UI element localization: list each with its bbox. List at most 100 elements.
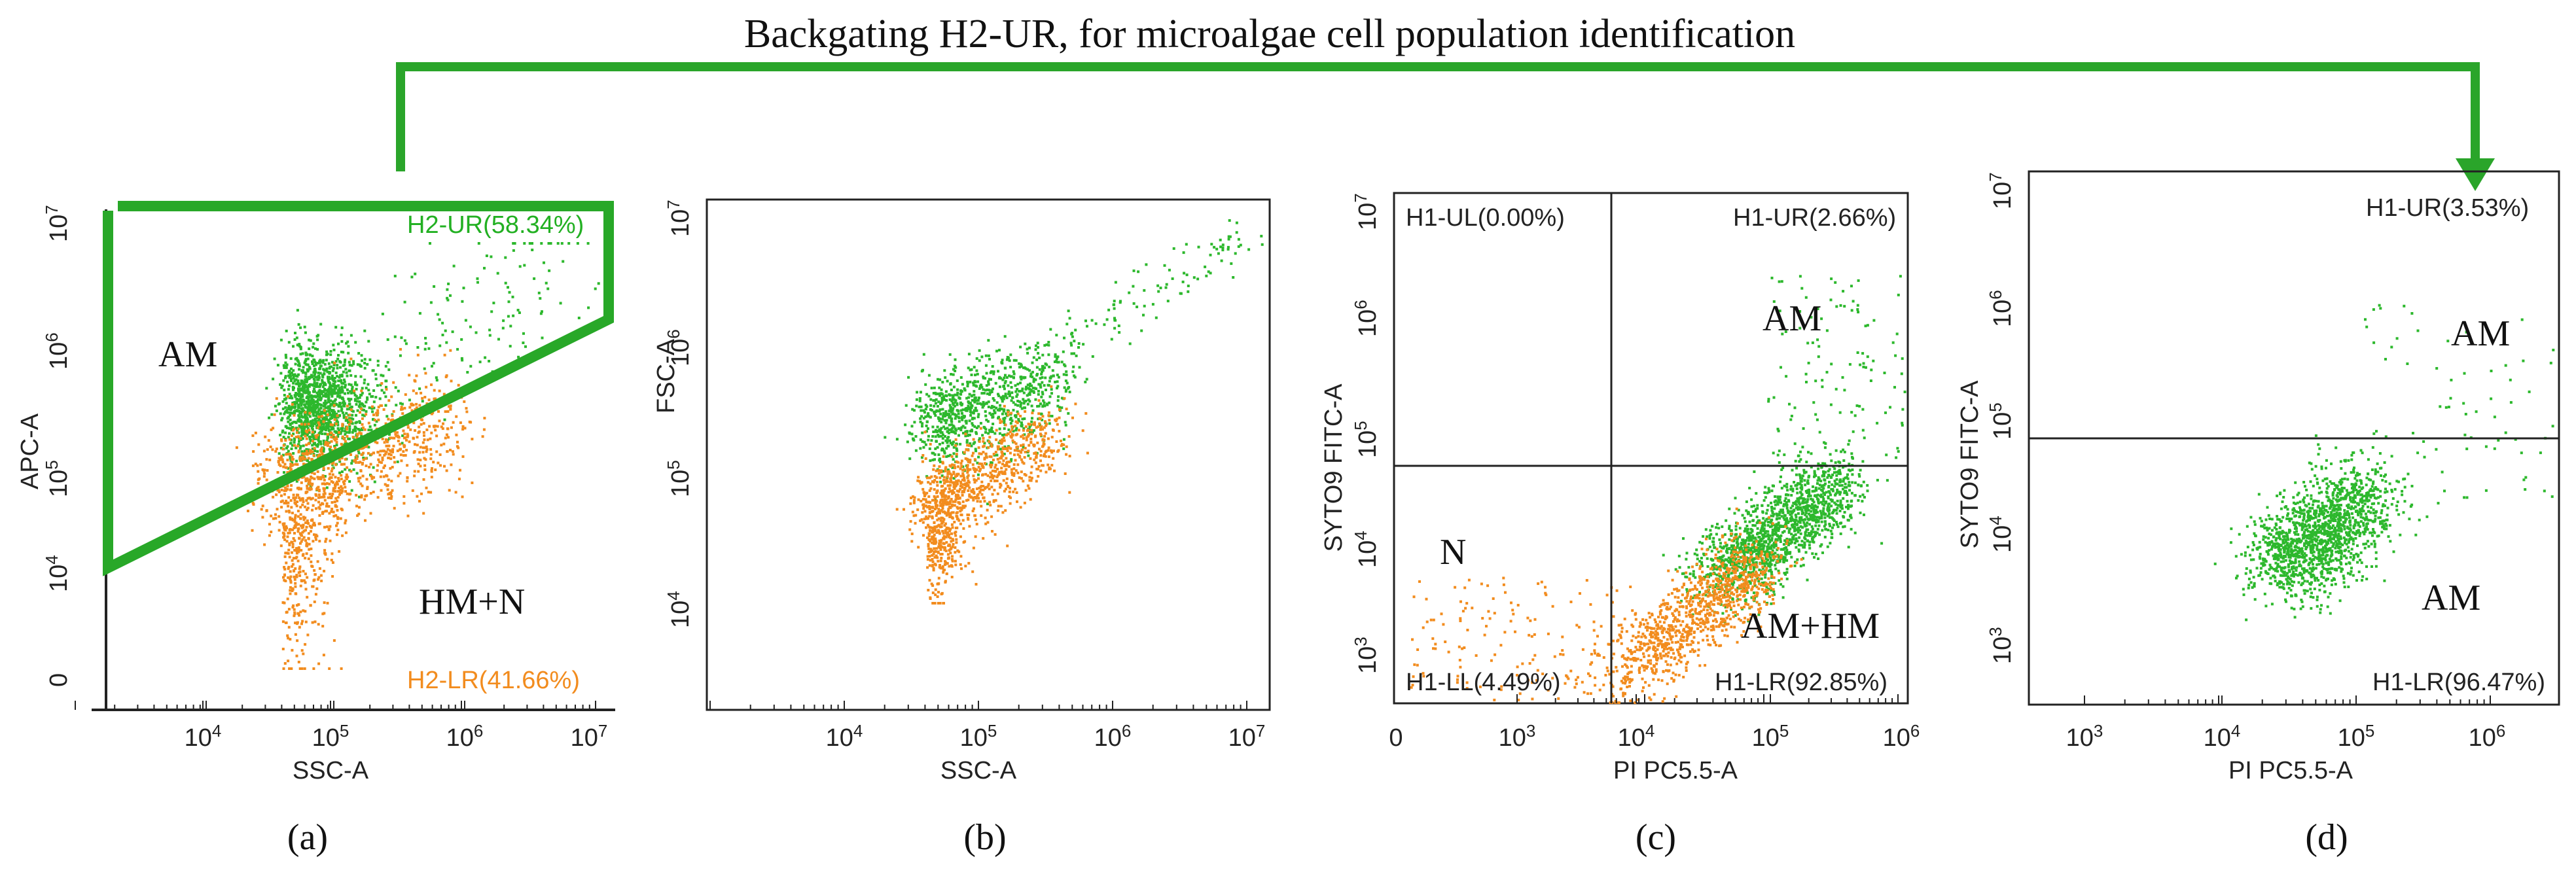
panel-b-point-orange bbox=[1016, 412, 1020, 415]
panel-a-point-orange bbox=[327, 466, 330, 470]
panel-b-point-orange bbox=[1028, 487, 1031, 490]
panel-a-point-orange bbox=[334, 497, 338, 500]
panel-b-point-green bbox=[942, 414, 945, 417]
panel-c-frame bbox=[1393, 192, 1909, 705]
panel-a-point-orange bbox=[316, 426, 319, 429]
panel-b-point-green bbox=[948, 429, 951, 431]
panel-a-point-orange bbox=[360, 495, 363, 499]
panel-a-point-orange bbox=[416, 495, 419, 498]
panel-a-point-orange bbox=[348, 423, 351, 426]
panel-a-point-orange bbox=[298, 667, 302, 670]
panel-a-point-orange bbox=[336, 533, 338, 536]
panel-b-point-orange bbox=[1020, 435, 1023, 438]
panel-a-point-green bbox=[335, 402, 338, 406]
panel-b-point-green bbox=[988, 412, 992, 415]
panel-a-point-green bbox=[317, 334, 320, 337]
panel-b-point-orange bbox=[916, 479, 920, 482]
panel-a-point-orange bbox=[312, 579, 315, 582]
panel-b-point-green bbox=[975, 399, 978, 402]
panel-a-point-green bbox=[341, 389, 344, 393]
panel-a-point-green bbox=[516, 309, 520, 311]
panel-b-point-orange bbox=[961, 483, 965, 486]
panel-a-point-green bbox=[337, 405, 340, 408]
panel-b-point-orange bbox=[972, 438, 975, 441]
panel-a-point-orange bbox=[313, 472, 316, 476]
panel-b-point-orange bbox=[930, 475, 933, 478]
panel-b-point-green bbox=[1003, 335, 1007, 338]
panel-b-point-orange bbox=[927, 515, 931, 518]
panel-a-point-green bbox=[523, 264, 526, 267]
panel-b-point-orange bbox=[964, 457, 967, 460]
panel-a-point-orange bbox=[303, 667, 306, 670]
panel-b-point-orange bbox=[925, 491, 929, 495]
panel-a-point-orange bbox=[397, 474, 400, 478]
panel-b-point-orange bbox=[1022, 437, 1025, 440]
panel-b-point-green bbox=[997, 377, 1001, 379]
panel-a-point-orange bbox=[414, 408, 417, 411]
panel-a-point-orange bbox=[283, 493, 286, 496]
panel-b-point-orange bbox=[949, 490, 952, 493]
panel-b-point-orange bbox=[966, 469, 969, 472]
panel-a-point-orange bbox=[345, 478, 348, 480]
panel-b-point-green bbox=[977, 425, 980, 428]
panel-a-point-orange bbox=[315, 494, 318, 497]
panel-a-point-green bbox=[292, 421, 295, 424]
panel-a-point-orange bbox=[319, 574, 323, 577]
panel-a-point-orange bbox=[290, 484, 293, 487]
panel-a-point-orange bbox=[308, 548, 311, 551]
backgating-arrow-head bbox=[2456, 158, 2495, 191]
panel-b-point-orange bbox=[960, 465, 963, 468]
panel-a-point-orange bbox=[394, 432, 397, 436]
panel-b-point-orange bbox=[992, 476, 995, 480]
panel-b-point-orange bbox=[967, 474, 970, 477]
panel-b-point-orange bbox=[937, 591, 940, 594]
panel-b-point-green bbox=[1062, 350, 1065, 353]
panel-b-point-green bbox=[947, 444, 950, 448]
panel-b-point-green bbox=[1043, 343, 1046, 347]
panel-b-point-green bbox=[990, 426, 993, 429]
panel-a-point-green bbox=[347, 391, 349, 395]
panel-a-point-orange bbox=[402, 450, 405, 453]
panel-a-point-green bbox=[344, 368, 348, 371]
panel-a-point-orange bbox=[399, 453, 402, 457]
panel-a-point-orange bbox=[296, 444, 299, 448]
panel-a-point-green bbox=[309, 415, 312, 418]
panel-a-point-green bbox=[309, 376, 312, 378]
panel-a-point-green bbox=[456, 347, 459, 351]
panel-a-point-orange bbox=[419, 446, 422, 449]
panel-a-point-orange bbox=[381, 437, 384, 440]
panel-b-point-orange bbox=[1011, 479, 1013, 482]
panel-b-point-orange bbox=[955, 480, 958, 483]
panel-a-point-green bbox=[562, 260, 565, 263]
panel-b-point-green bbox=[1209, 253, 1212, 256]
panel-b-point-green bbox=[1026, 383, 1029, 387]
panel-a-point-orange bbox=[277, 491, 281, 493]
panel-b-point-green bbox=[1001, 359, 1004, 362]
panel-b-point-orange bbox=[968, 495, 971, 498]
panel-b-point-green bbox=[919, 420, 922, 423]
panel-b-point-green bbox=[1019, 403, 1022, 406]
panel-a-point-green bbox=[283, 471, 285, 474]
panel-a-point-orange bbox=[393, 430, 397, 433]
panel-a-point-orange bbox=[298, 496, 301, 499]
panel-c-point-green bbox=[1719, 545, 1722, 548]
panel-a-point-orange bbox=[317, 421, 320, 425]
panel-b-point-green bbox=[1031, 417, 1033, 420]
panel-a-point-orange bbox=[306, 497, 310, 500]
panel-a-point-green bbox=[300, 404, 303, 407]
panel-a-point-green bbox=[363, 358, 367, 361]
panel-b-point-green bbox=[990, 406, 993, 409]
panel-a-point-orange bbox=[319, 503, 322, 506]
panel-b-point-orange bbox=[995, 476, 999, 478]
panel-b-point-orange bbox=[911, 510, 914, 514]
panel-a-point-orange bbox=[465, 410, 469, 413]
panel-b-point-orange bbox=[932, 468, 935, 471]
panel-b-point-green bbox=[997, 370, 999, 373]
panel-b-point-green bbox=[1014, 429, 1018, 432]
panel-a-point-green bbox=[319, 425, 322, 428]
panel-a-point-orange bbox=[305, 437, 308, 440]
panel-b-point-orange bbox=[1035, 453, 1038, 457]
panel-b-point-orange bbox=[966, 471, 969, 474]
panel-a-point-green bbox=[358, 403, 361, 406]
